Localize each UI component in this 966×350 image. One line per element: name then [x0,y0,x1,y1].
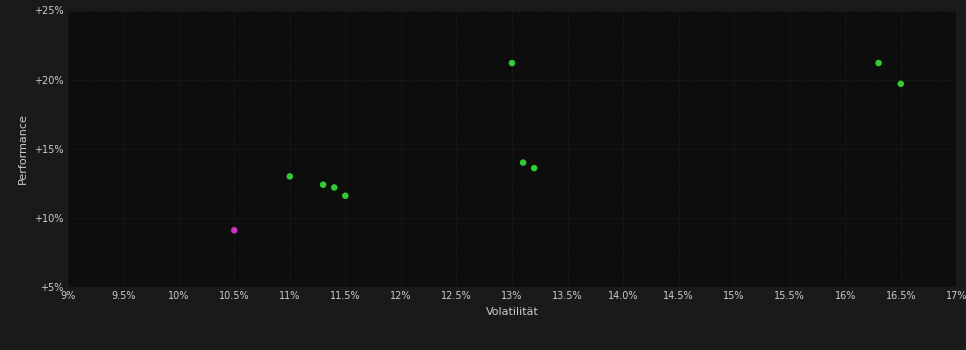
Y-axis label: Performance: Performance [18,113,28,184]
Point [338,193,354,198]
Point [516,160,531,166]
Point [893,81,908,86]
Point [504,60,520,66]
Point [315,182,330,188]
Point [871,60,887,66]
Point [282,174,298,179]
X-axis label: Volatilität: Volatilität [486,307,538,317]
Point [226,228,242,233]
Point [327,185,342,190]
Point [526,165,542,171]
